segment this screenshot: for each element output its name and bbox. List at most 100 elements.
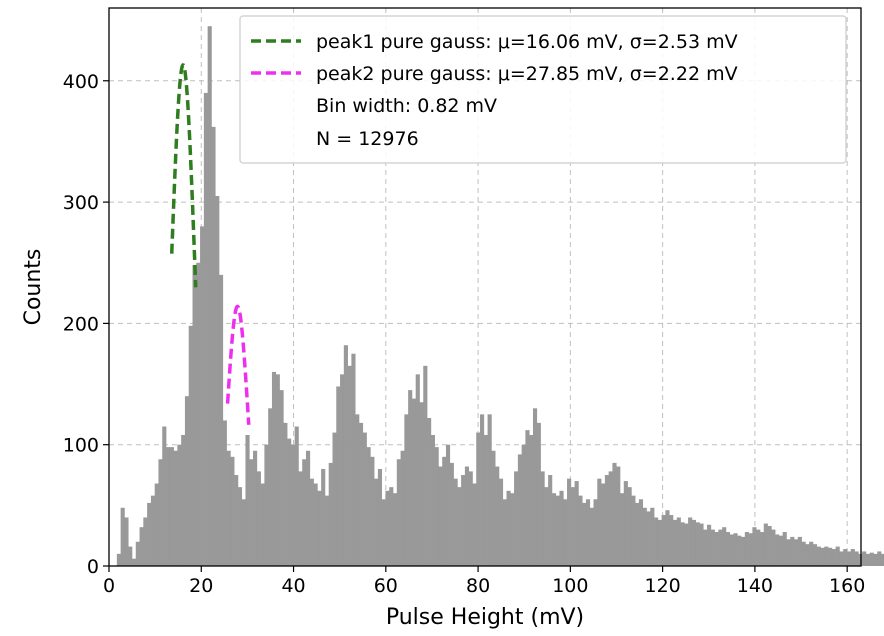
histogram-bar [782,532,787,566]
histogram-bar [457,487,462,566]
histogram-bar [801,541,806,566]
histogram-bar [699,523,704,566]
histogram-bar [881,553,884,566]
histogram-bar [340,374,345,566]
histogram-bar [147,502,152,566]
histogram-bar [521,444,526,566]
histogram-bar [396,459,401,566]
histogram-bar [321,468,326,566]
histogram-bar [767,525,772,566]
histogram-bar [797,536,802,566]
histogram-bar [790,536,795,566]
histogram-bar [695,522,700,566]
histogram-bar [169,447,174,566]
histogram-bar [226,450,231,566]
histogram-bar [449,462,454,566]
histogram-bar [582,502,587,566]
fit-curves [169,63,251,425]
histogram-bar [812,544,818,566]
histogram-bar [476,432,481,566]
histogram-bar [374,478,379,566]
x-tick-label: 80 [466,575,490,597]
histogram-bars [116,26,884,567]
x-tick-label: 100 [552,575,588,597]
histogram-bar [752,527,757,566]
histogram-bar [570,487,575,566]
histogram-bar [707,524,712,566]
histogram-bar [669,515,674,566]
histogram-bar [237,487,243,566]
histogram-bar [453,478,458,566]
histogram-bar [302,459,307,566]
histogram-bar [218,274,224,566]
histogram-bar [483,434,488,566]
histogram-bar [498,478,504,566]
histogram-bar [665,510,670,566]
y-tick-label: 400 [63,71,99,93]
histogram-bar [336,386,341,566]
x-ticks: 0 20 40 60 80 100 120 140 160 [103,566,865,597]
histogram-bar [684,523,689,566]
histogram-bar [358,422,364,566]
histogram-bar [718,529,723,566]
histogram-bar [846,551,852,566]
legend-count: N = 12976 [316,128,419,150]
histogram-bar [408,390,413,566]
histogram-bar [635,502,640,566]
histogram-bar [309,478,314,566]
histogram-bar [514,471,519,566]
histogram-bar [203,92,208,567]
histogram-bar [491,450,496,566]
histogram-bar [347,365,352,566]
histogram-bar [540,471,545,566]
histogram-bar [294,426,299,566]
plot-frame [108,7,862,567]
histogram-bar [778,535,784,566]
histogram-bar [631,495,636,566]
histogram-bar [741,536,746,566]
y-ticks: 0 100 200 300 400 [63,71,109,578]
histogram-bar [525,430,530,566]
histogram-bar [487,414,492,566]
histogram-bar [627,487,632,566]
histogram-bar [567,478,572,566]
histogram-bar [506,490,511,566]
histogram-bar [850,549,855,566]
histogram-bar [578,495,583,566]
histogram-bar [794,539,799,566]
histogram-bar [585,499,591,566]
histogram-bar [839,551,844,566]
histogram-bar [532,408,538,566]
histogram-bar [623,481,628,566]
histogram-bar [268,408,273,566]
histogram-bar [650,507,655,566]
histogram-bar [502,499,507,566]
histogram-bar [188,325,193,566]
histogram-bar [370,456,375,566]
histogram-bar [430,434,435,566]
histogram-bar [461,475,466,566]
x-axis-label: Pulse Height (mV) [386,605,584,630]
histogram-bar [725,532,731,566]
histogram-bar [805,544,810,566]
histogram-bar [589,507,594,566]
histogram-bar [862,551,867,566]
histogram-bar [328,462,333,566]
histogram-bar [389,487,394,566]
histogram-bar [143,517,148,566]
histogram-bar [343,345,348,566]
histogram-bar [676,517,681,566]
histogram-bar [283,422,288,566]
y-tick-label: 100 [63,435,99,457]
histogram-bar [835,546,840,566]
histogram-bar [419,402,424,566]
histogram-bar [536,422,541,566]
histogram-bar [116,553,121,566]
histogram-bar [400,450,405,566]
histogram-bar [158,459,163,566]
histogram-bar [775,534,780,566]
histogram-bar [324,495,330,566]
histogram-bar [733,533,738,566]
histogram-bar [672,519,678,566]
histogram-bar [404,414,409,566]
